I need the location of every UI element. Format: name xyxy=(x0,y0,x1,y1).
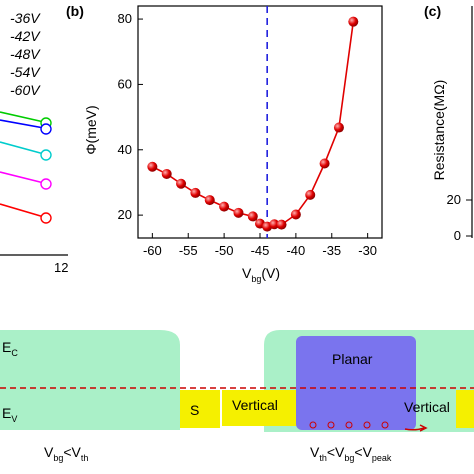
data-point xyxy=(305,189,316,200)
y-tick-label: 80 xyxy=(118,11,132,26)
x-tick-label: -45 xyxy=(251,243,270,258)
panel-a-marker xyxy=(40,149,52,161)
ec-label: EC xyxy=(2,339,18,358)
y-tick-label: 40 xyxy=(118,142,132,157)
panel-c-y-tick: 20 xyxy=(447,192,461,207)
arrow-head xyxy=(419,424,428,432)
panel-a-curve xyxy=(0,171,45,184)
panel-c-label: (c) xyxy=(424,3,441,19)
source-contact xyxy=(180,390,220,428)
data-point xyxy=(276,219,287,230)
data-point xyxy=(219,201,230,212)
data-point xyxy=(319,158,330,169)
data-point xyxy=(176,178,187,189)
panel-a: 12 -36V -42V -48V -54V -60V xyxy=(0,10,68,275)
data-point xyxy=(348,16,359,27)
x-tick-label: -55 xyxy=(179,243,198,258)
data-point xyxy=(204,195,215,206)
panel-a-curve xyxy=(0,111,45,123)
x-tick-label: -50 xyxy=(215,243,234,258)
electron-marker xyxy=(381,421,389,429)
vertical-contact-left xyxy=(222,390,300,426)
panel-a-curve xyxy=(0,119,45,129)
x-tick-label: -30 xyxy=(358,243,377,258)
panel-a-curve xyxy=(0,141,45,155)
electron-marker xyxy=(345,421,353,429)
panel-a-curve xyxy=(0,203,45,218)
electron-flow-arrow xyxy=(404,427,425,431)
source-label: S xyxy=(190,402,199,418)
vertical-contact-right xyxy=(456,390,474,428)
data-point xyxy=(161,168,172,179)
ev-label: EV xyxy=(2,405,17,424)
vertical-right-label: Vertical xyxy=(404,399,450,415)
planar-region xyxy=(296,336,416,430)
panel-a-marker xyxy=(40,212,52,224)
legend-item: -48V xyxy=(10,46,41,62)
legend-item: -36V xyxy=(10,10,41,26)
condition-left: Vbg<Vth xyxy=(44,444,88,463)
panel-a-x-tick: 12 xyxy=(54,260,68,275)
panel-a-marker xyxy=(40,123,52,135)
legend-item: -54V xyxy=(10,64,41,80)
legend-item: -42V xyxy=(10,28,41,44)
data-point xyxy=(333,122,344,133)
data-point xyxy=(269,219,280,230)
panel-c: (c) Resistance(MΩ) 20 0 xyxy=(424,3,473,243)
data-point xyxy=(190,187,201,198)
band-schematic: EC EV S Vertical Planar Vertical Vbg<Vth… xyxy=(0,330,474,463)
panel-b-label: (b) xyxy=(66,3,84,19)
panel-a-marker xyxy=(40,178,52,190)
series-line xyxy=(151,21,355,228)
panel-a-curves xyxy=(0,111,52,224)
condition-right: Vth<Vbg<Vpeak xyxy=(310,444,392,463)
panel-b-plot: -60 -55 -50 -45 -40 -35 -30 20 40 60 80 xyxy=(118,6,377,258)
panel-b-y-label: Φ(meV) xyxy=(83,105,99,154)
band-region-left xyxy=(0,330,180,430)
electron-marker xyxy=(363,421,371,429)
electron-markers xyxy=(309,421,428,432)
planar-label: Planar xyxy=(332,351,373,367)
x-tick-label: -60 xyxy=(143,243,162,258)
legend-item: -60V xyxy=(10,82,41,98)
data-point xyxy=(290,209,301,220)
panel-b-frame xyxy=(137,5,383,239)
vertical-left-label: Vertical xyxy=(232,397,278,413)
y-tick-label: 60 xyxy=(118,76,132,91)
data-point xyxy=(247,211,258,222)
panel-c-y-label: Resistance(MΩ) xyxy=(431,80,447,181)
data-point xyxy=(147,161,158,172)
y-tick-label: 20 xyxy=(118,207,132,222)
electron-marker xyxy=(309,421,317,429)
panel-a-legend: -36V -42V -48V -54V -60V xyxy=(10,10,41,98)
panel-b: (b) -60 -55 -50 -45 -40 -35 -30 20 40 60 80 Φ(meV)… xyxy=(66,3,383,284)
electron-marker xyxy=(327,421,335,429)
panel-b-x-label: Vbg(V) xyxy=(242,265,280,284)
data-point xyxy=(233,207,244,218)
panel-c-y-tick: 0 xyxy=(454,228,461,243)
x-tick-label: -35 xyxy=(322,243,341,258)
x-tick-label: -40 xyxy=(286,243,305,258)
